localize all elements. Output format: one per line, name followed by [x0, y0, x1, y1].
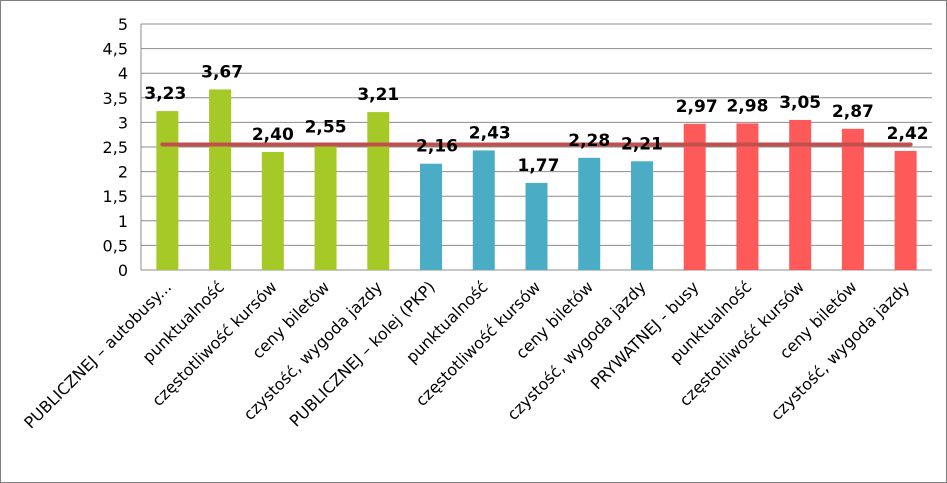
- bar: [789, 119, 812, 270]
- bar: [630, 161, 653, 270]
- bar: [367, 112, 390, 271]
- x-axis-labels: PUBLICZNEJ – autobusy...punktualnośćczęs…: [20, 277, 913, 432]
- bar: [578, 157, 601, 270]
- data-label: 2,28: [568, 131, 610, 151]
- y-tick-label: 0: [118, 261, 128, 280]
- data-label: 3,67: [201, 62, 243, 82]
- y-tick-label: 3,5: [103, 89, 128, 108]
- y-tick-label: 4: [118, 64, 128, 83]
- data-label: 2,16: [416, 137, 458, 157]
- data-label: 2,87: [832, 102, 874, 122]
- bar: [525, 182, 548, 270]
- y-tick-label: 3: [118, 113, 128, 132]
- bar: [841, 128, 864, 270]
- data-label: 1,77: [518, 156, 560, 176]
- bar: [314, 144, 337, 270]
- data-label: 3,21: [357, 85, 399, 105]
- y-tick-label: 0,5: [103, 236, 128, 255]
- bar: [420, 163, 443, 270]
- data-label: 2,98: [726, 96, 768, 116]
- data-label: 3,05: [779, 93, 821, 113]
- data-label: 2,42: [887, 124, 929, 144]
- y-axis-ticks: 0 0,5 1 1,5 2 2,5 3 3,5 4 4,5 5: [103, 15, 128, 280]
- bar: [261, 151, 284, 270]
- data-label: 2,43: [469, 123, 511, 143]
- bars: [156, 89, 917, 271]
- bar: [736, 123, 759, 270]
- data-label: 3,23: [144, 84, 186, 104]
- bar: [156, 111, 179, 270]
- y-tick-label: 5: [118, 15, 128, 34]
- y-tick-label: 1: [118, 212, 128, 231]
- bar: [894, 150, 917, 270]
- data-labels: 3,23 3,67 2,40 2,55 3,21 2,16 2,43 1,77 2,28 2,21…: [144, 62, 928, 175]
- data-label: 2,55: [305, 118, 347, 138]
- y-tick-label: 1,5: [103, 187, 128, 206]
- y-tick-label: 2: [118, 163, 128, 182]
- bar: [683, 123, 706, 270]
- bar: [472, 150, 495, 270]
- data-label: 2,97: [676, 97, 718, 117]
- data-label: 2,40: [252, 125, 294, 145]
- data-label: 2,21: [621, 134, 663, 154]
- bar: [209, 89, 232, 270]
- y-tick-label: 4,5: [103, 40, 128, 59]
- y-tick-label: 2,5: [103, 138, 128, 157]
